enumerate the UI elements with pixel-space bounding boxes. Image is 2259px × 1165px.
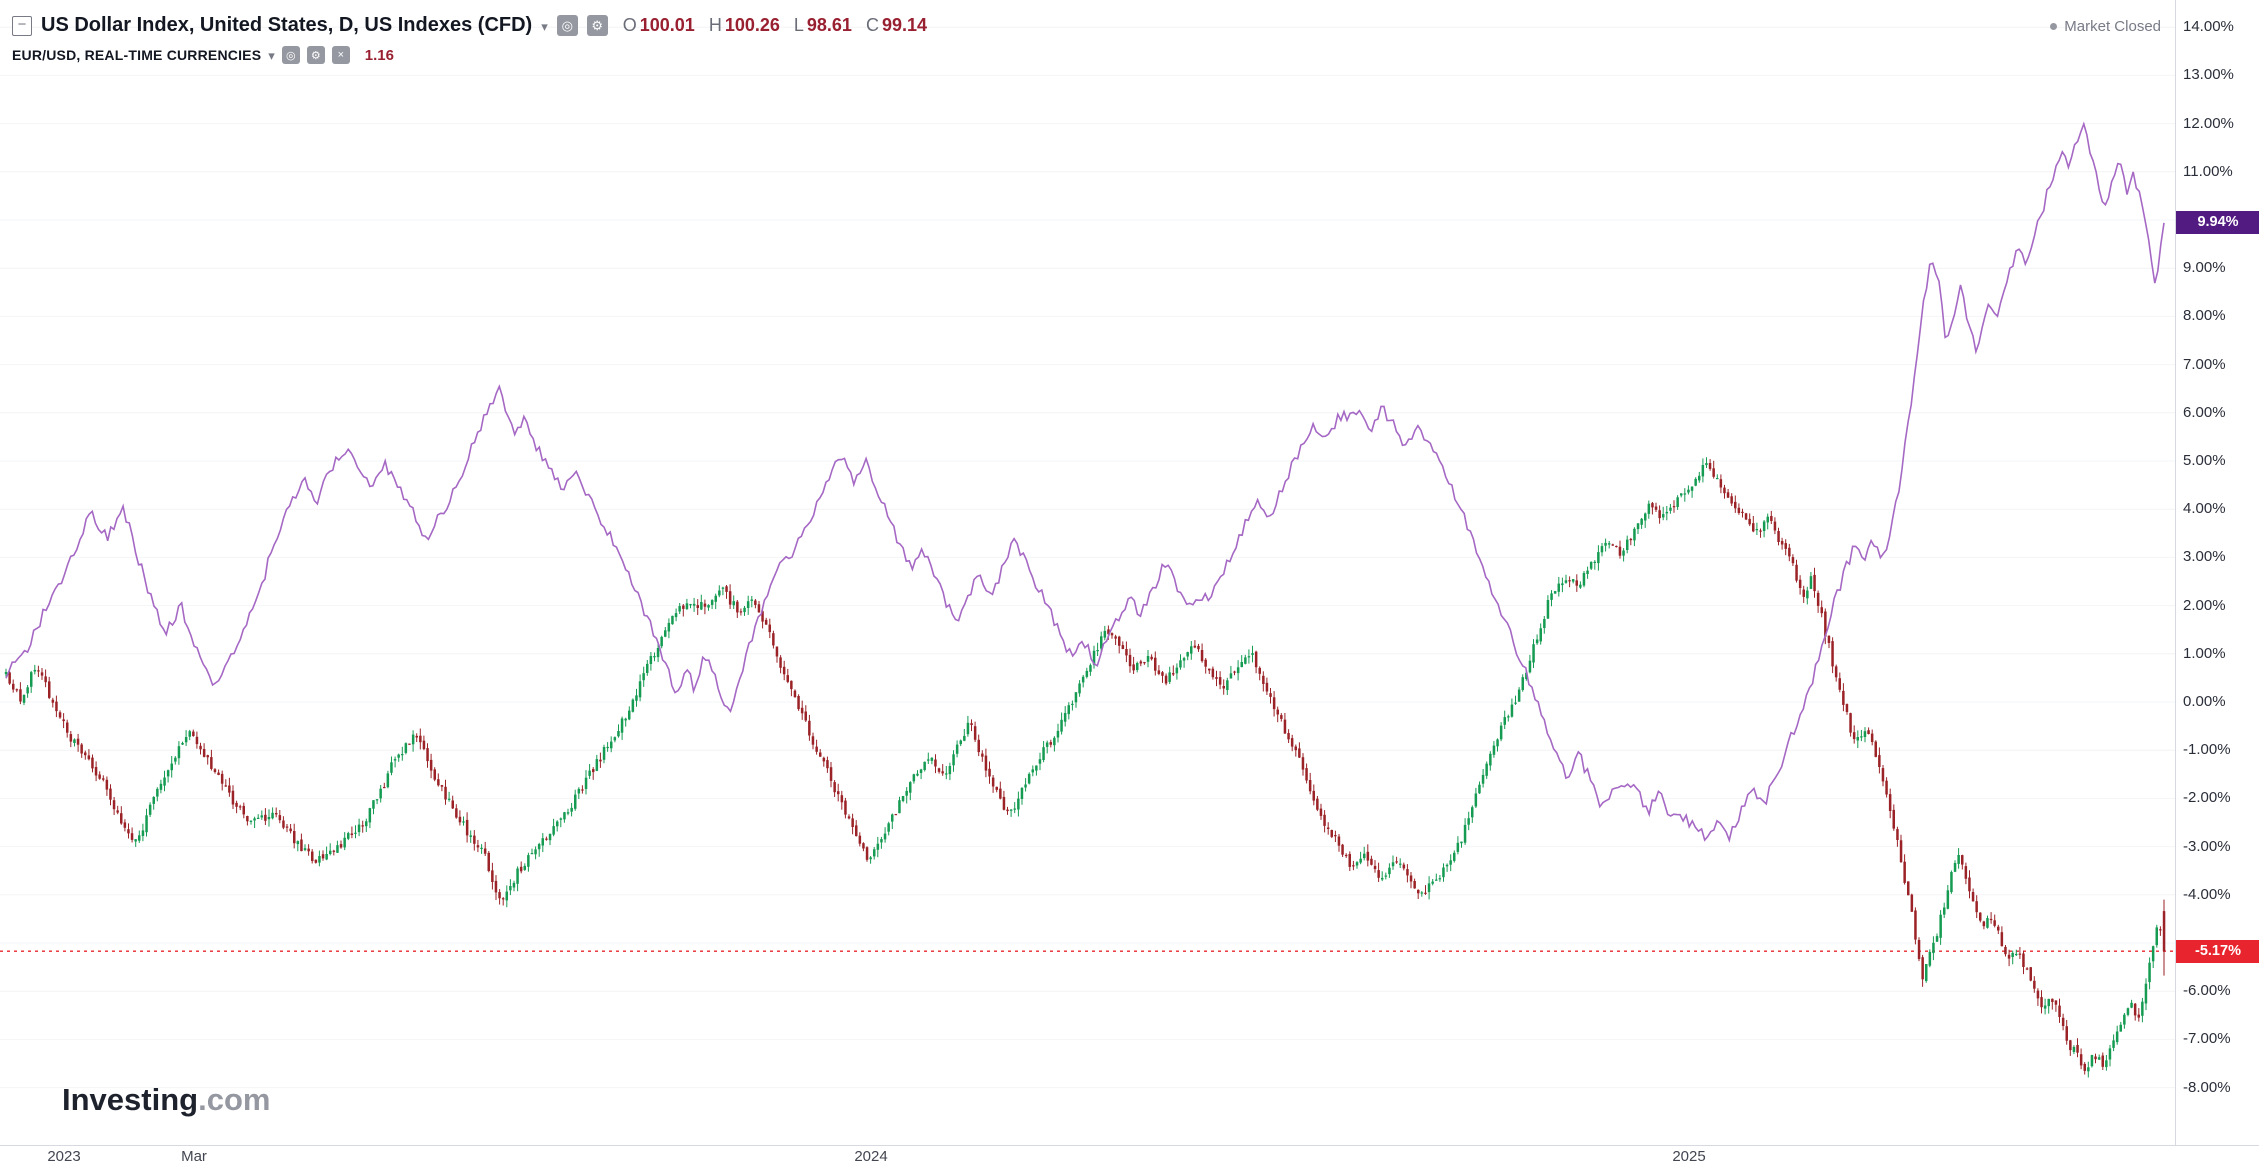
price-axis-label: 5.00%	[2183, 452, 2226, 469]
price-axis-label: -8.00%	[2183, 1078, 2231, 1096]
collapse-legend-button[interactable]: −	[12, 15, 32, 36]
price-axis-label: 13.00%	[2183, 66, 2234, 84]
market-status-label: Market Closed	[2064, 18, 2161, 35]
eurusd-price-badge: 9.94%	[2176, 211, 2259, 235]
logo-suffix: .com	[198, 1082, 271, 1117]
price-axis-label: 8.00%	[2183, 307, 2226, 325]
compare-row: EUR/USD, REAL-TIME CURRENCIES ▾ ◎ ⚙ × 1.…	[12, 46, 927, 64]
price-axis-label: 11.00%	[2183, 162, 2233, 180]
status-dot-icon	[2050, 23, 2058, 30]
close-label: C	[865, 15, 879, 35]
close-value: 99.14	[881, 15, 927, 35]
compare-symbol-value: 1.16	[364, 46, 394, 64]
price-axis-label: 1.00%	[2183, 644, 2226, 662]
symbol-row: − US Dollar Index, United States, D, US …	[12, 14, 927, 37]
time-axis[interactable]: 2023 Mar 2024 2025	[0, 1145, 2259, 1165]
low-value: 98.61	[806, 15, 852, 35]
visibility-icon[interactable]: ◎	[281, 46, 300, 64]
ohlc-values: O 100.01 H 100.26 L 98.61 C 99.14	[623, 15, 927, 36]
market-status: Market Closed	[2050, 18, 2161, 35]
settings-icon[interactable]: ⚙	[306, 46, 325, 64]
open-value: 100.01	[639, 15, 695, 35]
price-axis-label: 7.00%	[2183, 355, 2226, 373]
price-axis-label: 6.00%	[2183, 403, 2226, 421]
price-axis-label: 14.00%	[2183, 18, 2234, 36]
price-axis-label: 4.00%	[2183, 500, 2226, 518]
chart-canvas[interactable]	[0, 0, 2175, 1145]
time-axis-label: 2023	[47, 1148, 81, 1165]
price-axis-label: 12.00%	[2183, 114, 2234, 132]
price-axis-label: -1.00%	[2183, 741, 2231, 759]
price-axis-label: -3.00%	[2183, 837, 2231, 855]
low-label: L	[793, 15, 804, 35]
logo-brand: Investing	[62, 1082, 199, 1117]
time-axis-label: 2025	[1672, 1148, 1706, 1165]
visibility-icon[interactable]: ◎	[556, 15, 578, 36]
chevron-down-icon[interactable]: ▾	[541, 18, 548, 34]
compare-symbol-title[interactable]: EUR/USD, REAL-TIME CURRENCIES	[12, 47, 262, 63]
open-label: O	[622, 15, 637, 35]
symbol-title[interactable]: US Dollar Index, United States, D, US In…	[41, 14, 533, 36]
price-axis-label: -2.00%	[2183, 789, 2231, 807]
chart-legend: − US Dollar Index, United States, D, US …	[12, 14, 927, 64]
price-axis-label: 0.00%	[2183, 693, 2226, 710]
price-chart[interactable]	[0, 0, 2175, 1145]
settings-icon[interactable]: ⚙	[586, 15, 608, 36]
close-icon[interactable]: ×	[331, 46, 350, 64]
dxy-price-badge: -5.17%	[2176, 939, 2259, 963]
time-axis-label: 2024	[854, 1148, 888, 1165]
price-axis-label: 2.00%	[2183, 596, 2226, 614]
price-axis-label: 9.00%	[2183, 259, 2226, 277]
price-axis[interactable]: 14.00% 13.00% 12.00% 11.00% 9.00% 8.00% 7.00% 6…	[2175, 0, 2259, 1145]
chevron-down-icon[interactable]: ▾	[268, 48, 275, 63]
price-axis-label: -6.00%	[2183, 982, 2231, 1000]
price-axis-label: -4.00%	[2183, 885, 2231, 903]
time-axis-label: Mar	[181, 1148, 207, 1165]
price-axis-label: 3.00%	[2183, 548, 2226, 566]
high-value: 100.26	[724, 15, 780, 35]
price-axis-label: -7.00%	[2183, 1030, 2231, 1048]
investing-logo[interactable]: Investing.com	[62, 1082, 270, 1118]
high-label: H	[708, 15, 722, 35]
